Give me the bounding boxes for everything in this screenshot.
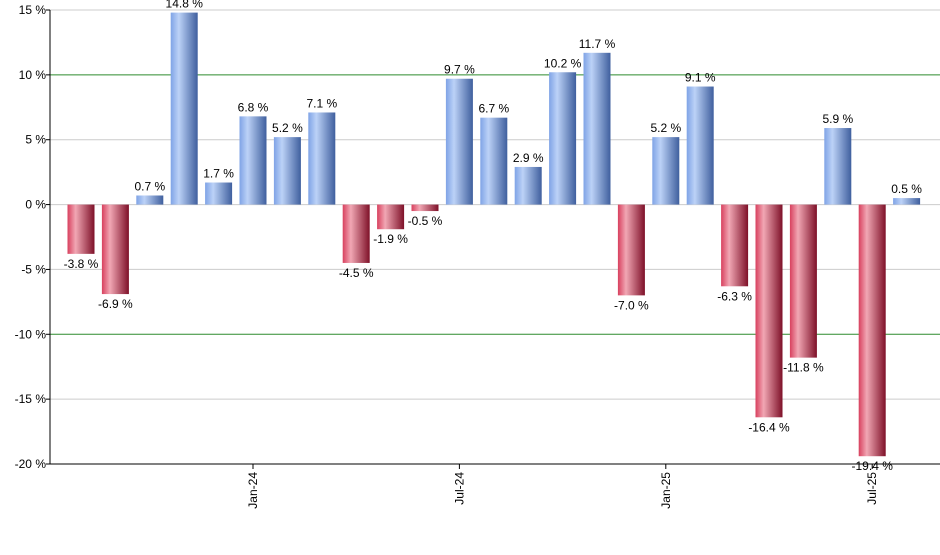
data-labels: -3.8 %-6.9 %0.7 %14.8 %1.7 %6.8 %5.2 %7.… — [64, 0, 923, 473]
data-label: -4.5 % — [339, 266, 374, 280]
y-tick-label: 15 % — [19, 3, 47, 17]
y-tick-label: -5 % — [21, 262, 46, 276]
data-label: 11.7 % — [579, 37, 616, 51]
bar — [549, 72, 577, 205]
bar — [445, 78, 473, 205]
data-label: 7.1 % — [306, 96, 337, 110]
data-label: -11.8 % — [783, 361, 824, 375]
y-tick-label: -10 % — [15, 327, 47, 341]
data-label: 6.8 % — [238, 100, 269, 114]
bar — [721, 204, 749, 287]
bar — [170, 12, 198, 205]
bar — [67, 204, 95, 254]
y-tick-label: 0 % — [25, 198, 46, 212]
data-label: 5.2 % — [650, 121, 681, 135]
data-label: 5.9 % — [822, 112, 853, 126]
bar — [308, 112, 336, 205]
bar — [480, 117, 508, 205]
data-label: 2.9 % — [513, 151, 544, 165]
bar — [136, 195, 164, 205]
data-label: 0.5 % — [891, 182, 922, 196]
data-label: -19.4 % — [852, 459, 894, 473]
data-label: -16.4 % — [748, 420, 790, 434]
data-label: 9.7 % — [444, 63, 475, 77]
x-tick-label: Jan-25 — [659, 472, 673, 509]
y-tick-label: -20 % — [15, 457, 47, 471]
data-label: 10.2 % — [544, 56, 582, 70]
bar — [273, 137, 301, 205]
y-tick-label: 10 % — [19, 68, 47, 82]
data-label: 5.2 % — [272, 121, 303, 135]
bars — [67, 12, 921, 457]
bar — [205, 182, 233, 205]
data-label: 9.1 % — [685, 71, 716, 85]
bar — [514, 166, 542, 205]
data-label: 14.8 % — [166, 0, 204, 11]
bar — [342, 204, 370, 263]
data-label: -0.5 % — [408, 214, 443, 228]
data-label: 0.7 % — [134, 179, 165, 193]
y-tick-label: 5 % — [25, 133, 46, 147]
bar — [858, 204, 886, 457]
x-tick-label: Jul-25 — [865, 472, 879, 505]
bar — [377, 204, 405, 230]
bar — [755, 204, 783, 418]
y-tick-label: -15 % — [15, 392, 47, 406]
bar — [583, 52, 611, 205]
data-label: 6.7 % — [478, 102, 509, 116]
bar — [239, 116, 267, 205]
bar — [824, 128, 852, 205]
bar — [789, 204, 817, 358]
bar — [617, 204, 645, 296]
x-tick-label: Jul-24 — [452, 472, 466, 505]
data-label: -1.9 % — [373, 232, 408, 246]
data-label: -6.9 % — [98, 297, 133, 311]
bar — [652, 137, 680, 205]
bar — [411, 204, 439, 212]
data-label: -6.3 % — [717, 289, 752, 303]
data-label: 1.7 % — [203, 167, 234, 181]
bar — [101, 204, 129, 295]
bar — [686, 86, 714, 205]
x-tick-label: Jan-24 — [246, 472, 260, 509]
data-label: -7.0 % — [614, 298, 649, 312]
bar — [893, 198, 921, 205]
axes: -20 % -15 % -10 % -5 % 0 % 5 % 10 % 15 % Jan-24 J… — [15, 3, 940, 509]
data-label: -3.8 % — [64, 257, 99, 271]
